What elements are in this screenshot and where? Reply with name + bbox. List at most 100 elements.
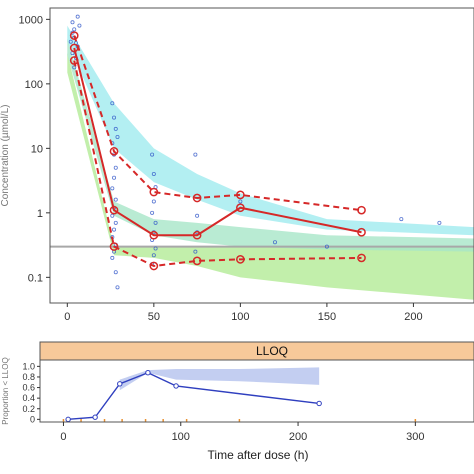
observed-point [437, 220, 442, 225]
observed-point [153, 220, 158, 225]
y-tick-label: 0 [30, 414, 35, 424]
upper-percentile-band [67, 25, 474, 236]
x-tick-label: 100 [172, 431, 190, 443]
observed-point [150, 210, 155, 215]
top-y-axis-label: Concentration (µmol/L) [0, 105, 11, 207]
observed-point [195, 213, 200, 218]
x-tick-label: 50 [148, 311, 160, 323]
observed-point [151, 172, 156, 177]
prediction-intervals [67, 25, 474, 300]
observed-point [399, 217, 404, 222]
bottom-panel-frame [39, 359, 474, 423]
y-tick-label: 1 [37, 208, 43, 220]
lower-percentile-line-marker [149, 261, 159, 271]
blq-prediction-interval [119, 367, 320, 391]
observed-point [110, 255, 115, 260]
lower-percentile-line-marker [236, 255, 245, 264]
blq-point [316, 400, 322, 407]
lower-percentile-line-marker [357, 253, 366, 263]
top-panel-frame [49, 7, 474, 304]
blq-line [68, 371, 320, 421]
observed-point [68, 39, 73, 44]
observed-point [112, 115, 117, 120]
observed-point [153, 246, 158, 251]
blq-point [173, 383, 179, 389]
median-line-marker [357, 227, 366, 237]
observed-point [110, 101, 115, 106]
observed-point [151, 199, 156, 204]
median-line-marker [236, 203, 245, 213]
observed-point [193, 249, 198, 254]
observed-point [150, 152, 155, 157]
lower-percentile-line-marker [69, 56, 79, 65]
observed-point [113, 197, 118, 202]
top-y-axis: 0.1 1 10 100 1000 [19, 14, 50, 284]
bottom-y-axis-label: Proportion < LLOQ [1, 357, 10, 424]
observed-point [110, 186, 115, 191]
bottom-y-axis: 00.20.40.60.81.0 [22, 361, 40, 424]
observed-point [113, 270, 118, 275]
y-tick-label: 0.2 [22, 404, 35, 414]
x-tick-label: 100 [231, 311, 249, 323]
y-tick-label: 0.8 [22, 372, 35, 382]
median-line-marker [192, 230, 202, 240]
blq-proportion-panel: LLOQ 00.20.40.60.81.0 0 100 200 300 Proport… [1, 341, 474, 462]
x-tick-label: 0 [60, 431, 66, 443]
observed-point [115, 134, 120, 139]
median-line [73, 47, 362, 237]
observed-point [113, 126, 118, 131]
observed-point [70, 20, 75, 25]
top-x-axis: 0 50 100 150 200 [64, 303, 423, 323]
x-axis-label: Time after dose (h) [208, 448, 309, 462]
blq-observed-line [65, 370, 322, 423]
y-tick-label: 100 [25, 79, 43, 91]
x-tick-label: 0 [64, 311, 70, 323]
bottom-x-axis: 0 100 200 300 [60, 422, 425, 443]
observed-point [115, 285, 120, 290]
blq-point [145, 370, 151, 376]
observed-point [193, 152, 198, 157]
y-tick-label: 0.1 [28, 272, 43, 284]
observed-point [324, 244, 329, 249]
blq-point [92, 414, 98, 420]
observed-percentile-lines [69, 31, 366, 271]
blq-band [119, 367, 320, 391]
upper-percentile-line-marker [192, 193, 202, 203]
observed-point [113, 220, 118, 225]
observed-point [238, 199, 243, 204]
upper-percentile-line-marker [69, 31, 79, 40]
observed-point [272, 240, 277, 245]
observed-point [113, 165, 118, 170]
lloq-strip-label: LLOQ [256, 344, 288, 358]
x-tick-label: 300 [406, 431, 424, 443]
observed-point [112, 175, 117, 180]
upper-percentile-line-marker [357, 205, 366, 215]
observed-point [72, 65, 77, 70]
lower-percentile-line-marker [109, 242, 119, 251]
upper-percentile-line [73, 35, 362, 212]
upper-percentile-line-marker [109, 146, 119, 156]
lower-percentile-line [73, 60, 362, 268]
y-tick-label: 1000 [19, 14, 43, 26]
median-line-marker [109, 205, 119, 215]
observed-point [77, 23, 82, 28]
lower-percentile-line-marker [192, 256, 202, 266]
x-tick-label: 200 [289, 431, 307, 443]
y-tick-label: 0.6 [22, 383, 35, 393]
lower-percentile-band [67, 53, 474, 300]
x-tick-label: 150 [318, 311, 336, 323]
observed-point [75, 14, 80, 19]
observed-point [72, 27, 77, 32]
median-line-marker [149, 230, 159, 240]
y-tick-label: 0.4 [22, 393, 35, 403]
observed-point [151, 253, 156, 258]
blq-point [117, 381, 123, 387]
y-tick-label: 1.0 [22, 361, 35, 371]
upper-percentile-line-marker [149, 187, 159, 197]
blq-point [65, 416, 71, 423]
observed-point [112, 227, 117, 232]
x-tick-label: 200 [404, 311, 422, 323]
concentration-panel: 0.1 1 10 100 1000 0 50 100 150 200 Concentration… [0, 7, 474, 323]
upper-percentile-line-marker [236, 190, 245, 200]
